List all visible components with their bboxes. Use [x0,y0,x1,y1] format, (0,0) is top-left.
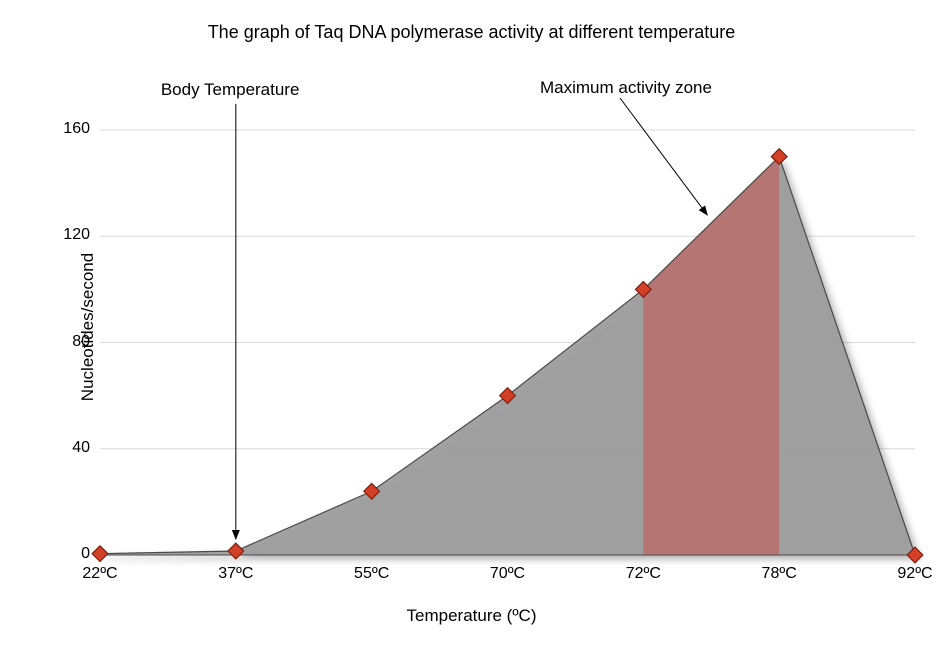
chart-svg [0,0,943,654]
x-tick-label: 78ºC [762,565,797,583]
x-axis-label: Temperature (ºC) [0,606,943,626]
x-tick-label: 37ºC [218,565,253,583]
x-tick-label: 72ºC [626,565,661,583]
x-tick-label: 55ºC [354,565,389,583]
annotation-max-activity-zone: Maximum activity zone [540,78,712,98]
annotation-body-temperature: Body Temperature [161,80,300,100]
chart-container: The graph of Taq DNA polymerase activity… [0,0,943,654]
x-tick-label: 92ºC [897,565,932,583]
x-tick-label: 22ºC [82,565,117,583]
x-tick-label: 70ºC [490,565,525,583]
y-tick-label: 40 [50,439,90,457]
y-tick-label: 80 [50,333,90,351]
y-tick-label: 160 [50,120,90,138]
y-tick-label: 0 [50,545,90,563]
y-axis-label: Nucleotides/second [78,253,98,401]
y-tick-label: 120 [50,226,90,244]
